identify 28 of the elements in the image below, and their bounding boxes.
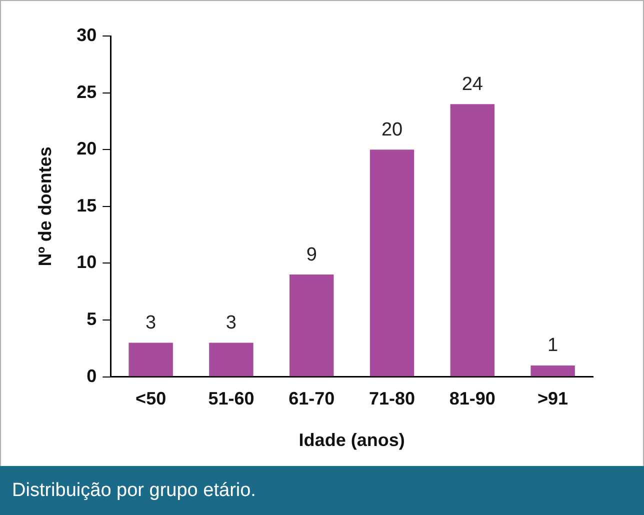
data-label: 3 [146, 312, 156, 334]
x-axis-title: Idade (anos) [298, 430, 405, 450]
x-tick-label: 71-80 [368, 388, 416, 409]
x-tick-label: <50 [136, 388, 166, 409]
bar [530, 365, 575, 376]
data-label: 1 [548, 335, 558, 356]
y-tick-label: 25 [76, 82, 97, 102]
bar [209, 342, 254, 376]
x-tick-label: 51-60 [208, 388, 254, 409]
bar [370, 150, 414, 376]
x-tick-label: 61-70 [288, 388, 335, 409]
x-tick-label: >91 [538, 388, 568, 409]
y-tick-label: 20 [76, 138, 97, 159]
y-tick-label: 10 [76, 252, 97, 272]
data-label: 9 [306, 244, 317, 266]
x-tick-label: 81-90 [449, 388, 496, 409]
data-label: 3 [226, 312, 237, 334]
bar [450, 104, 495, 376]
y-tick-label: 5 [86, 308, 97, 329]
y-tick-label: 15 [76, 195, 97, 216]
text: Distribuição por grupo etário. [0, 466, 644, 515]
y-tick-label: 0 [86, 366, 97, 386]
data-label: 24 [462, 74, 484, 95]
bar [128, 342, 173, 376]
data-label: 20 [381, 119, 403, 140]
bar [290, 274, 334, 376]
y-tick-label: 30 [76, 24, 97, 45]
y-axis-title: Nº de doentes [34, 146, 55, 266]
